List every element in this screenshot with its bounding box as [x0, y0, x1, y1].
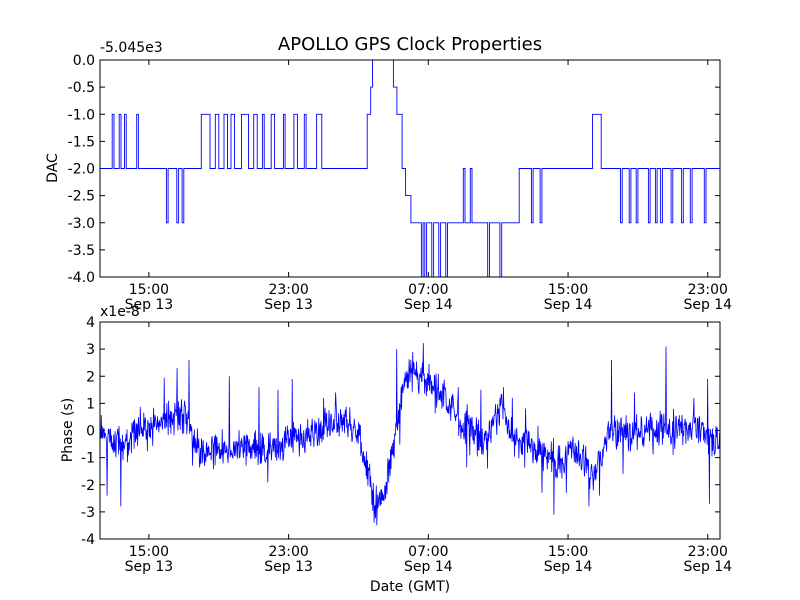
- dac-panel: -5.045e3 DAC -4.0 -3.5 -3.0 -2.5 -2.0 -1.5 -1.…: [45, 40, 732, 313]
- xtick-date-label: Sep 13: [125, 297, 174, 313]
- ytick-label: 2: [86, 369, 95, 385]
- ytick-label: 0.0: [73, 53, 95, 69]
- xtick-date-label: Sep 14: [683, 559, 732, 575]
- dac-ytick-labels: -4.0 -3.5 -3.0 -2.5 -2.0 -1.5 -1.0 -0.5 0.0: [68, 53, 95, 286]
- xtick-date-label: Sep 14: [683, 297, 732, 313]
- ytick-label: -2.0: [68, 162, 95, 178]
- xtick-time-label: 23:00: [268, 282, 308, 298]
- ytick-label: -4.0: [68, 270, 95, 286]
- dac-axes-frame: [99, 59, 721, 278]
- xtick-date-label: Sep 14: [404, 559, 453, 575]
- ytick-label: -0.5: [68, 80, 95, 96]
- xtick-time-label: 23:00: [688, 282, 728, 298]
- phase-series-line: [99, 343, 721, 526]
- ytick-label: -2: [81, 478, 95, 494]
- xtick-date-label: Sep 13: [264, 559, 313, 575]
- xtick-time-label: 07:00: [408, 544, 448, 560]
- xtick-time-label: 15:00: [129, 544, 169, 560]
- ytick-label: -1.5: [68, 134, 95, 150]
- phase-offset-label: x1e-8: [100, 304, 140, 320]
- phase-axes-frame: [99, 321, 721, 540]
- xtick-time-label: 15:00: [548, 282, 588, 298]
- xtick-date-label: Sep 14: [544, 559, 593, 575]
- dac-ylabel: DAC: [45, 153, 61, 183]
- figure-title: APOLLO GPS Clock Properties: [278, 34, 542, 55]
- xtick-time-label: 23:00: [268, 544, 308, 560]
- x-axis-label: Date (GMT): [370, 579, 450, 595]
- ytick-label: -2.5: [68, 189, 95, 205]
- xtick-time-label: 15:00: [548, 544, 588, 560]
- ytick-label: -3: [81, 505, 95, 521]
- ytick-label: -3.5: [68, 243, 95, 259]
- xtick-time-label: 23:00: [688, 544, 728, 560]
- dac-offset-label: -5.045e3: [100, 40, 163, 56]
- phase-ytick-labels: -4 -3 -2 -1 0 1 2 3 4: [81, 315, 95, 548]
- xtick-date-label: Sep 14: [404, 297, 453, 313]
- ytick-label: 1: [86, 396, 95, 412]
- ytick-label: -3.0: [68, 216, 95, 232]
- xtick-date-label: Sep 13: [264, 297, 313, 313]
- ytick-label: 0: [86, 424, 95, 440]
- phase-ylabel: Phase (s): [60, 398, 76, 462]
- dac-series-line: [100, 59, 720, 278]
- ytick-label: -1.0: [68, 107, 95, 123]
- xtick-date-label: Sep 14: [544, 297, 593, 313]
- xtick-time-label: 07:00: [408, 282, 448, 298]
- xtick-date-label: Sep 13: [125, 559, 174, 575]
- ytick-label: -4: [81, 532, 95, 548]
- ytick-label: 4: [86, 315, 95, 331]
- phase-ticks: [100, 321, 720, 540]
- xtick-time-label: 15:00: [129, 282, 169, 298]
- ytick-label: 3: [86, 342, 95, 358]
- ytick-label: -1: [81, 451, 95, 467]
